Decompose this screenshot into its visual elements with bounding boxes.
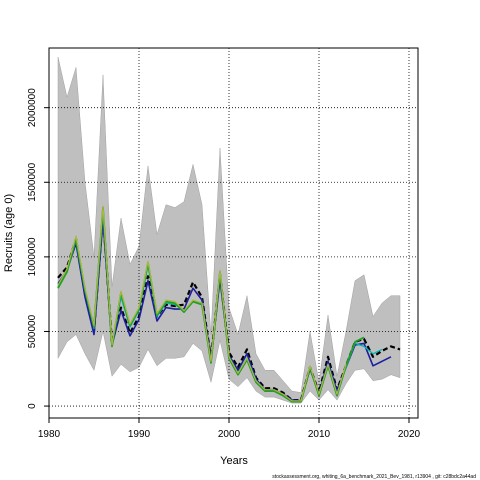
x-tick-label: 2010: [308, 429, 331, 440]
x-tick-label: 1980: [38, 429, 61, 440]
x-tick-label: 2000: [218, 429, 241, 440]
confidence-band: [57, 56, 401, 404]
x-axis-title: Years: [220, 455, 248, 467]
x-tick-label: 2020: [398, 429, 421, 440]
series-line-5: [57, 205, 347, 402]
y-axis: 0 500000 1000000 1500000 2000000: [27, 88, 49, 409]
source-footnote: stockassessment.org, whiting_6a_benchmar…: [272, 474, 476, 480]
y-axis-title: Recruits (age 0): [3, 194, 15, 272]
y-tick-label: 500000: [27, 314, 38, 348]
plot-frame: [48, 47, 419, 419]
plot-area: [48, 47, 419, 419]
x-tick-label: 1990: [128, 429, 151, 440]
y-tick-label: 1000000: [27, 237, 38, 276]
y-tick-label: 0: [27, 403, 38, 409]
y-tick-label: 2000000: [27, 88, 38, 127]
y-tick-label: 1500000: [27, 162, 38, 201]
x-axis: 1980 1990 2000 2010 2020: [38, 418, 421, 440]
